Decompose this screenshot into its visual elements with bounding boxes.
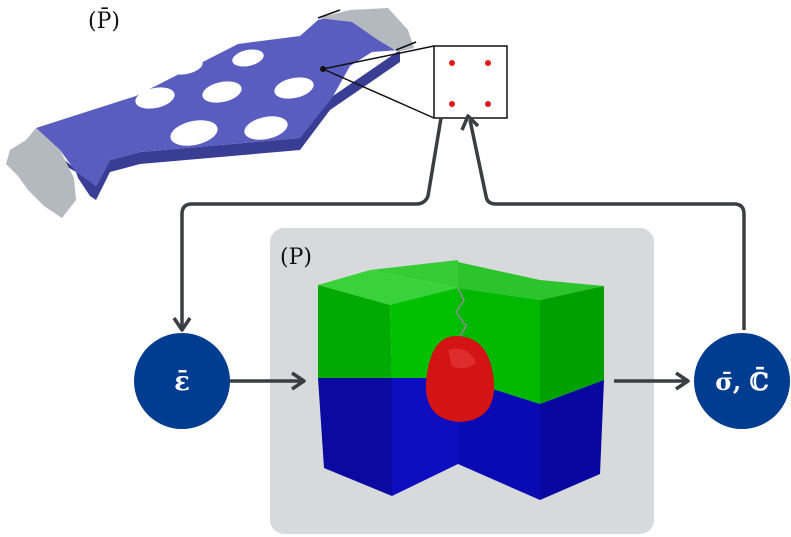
finite-element-icon [433, 45, 508, 119]
arrowhead-stress [460, 114, 480, 131]
integration-point [449, 60, 455, 66]
stress-node: σ̄, ℂ̄ [694, 333, 790, 429]
stress-node-label: σ̄, ℂ̄ [715, 367, 769, 396]
hole [202, 81, 242, 103]
element-box [433, 45, 508, 119]
cube-top-left [318, 270, 458, 305]
load-arrow-bottom [395, 41, 417, 51]
micro-label: (P) [280, 245, 312, 270]
strain-node: ε̄ [134, 333, 230, 429]
cube-top-right [458, 262, 604, 300]
cube-blue-left-outer [318, 378, 392, 496]
inclusion [425, 336, 495, 422]
cube-top-back [370, 260, 458, 288]
hole [232, 49, 264, 67]
cube-green-right-outer [540, 286, 604, 404]
perforated-plate-icon [6, 8, 435, 218]
zoom-line-bottom [322, 68, 435, 119]
stress-node-circle [694, 333, 790, 429]
arrowhead-rve [291, 371, 306, 391]
grip-right [318, 8, 414, 52]
strain-node-label: ε̄ [174, 367, 190, 397]
arrowhead-out [675, 371, 690, 391]
hole [244, 116, 288, 140]
integration-point [485, 101, 491, 107]
strain-node-circle [134, 333, 230, 429]
hole [170, 120, 218, 146]
plate-holes [135, 49, 314, 146]
grip-left [6, 128, 76, 218]
integration-point [449, 101, 455, 107]
macro-label: (P̄) [88, 7, 120, 34]
cube-blue-right-outer [540, 380, 604, 500]
rve-cube-icon [318, 260, 604, 500]
arrow-from-stress [468, 119, 746, 330]
inclusion-highlight [448, 348, 476, 369]
arrowhead-strain [172, 317, 192, 332]
zoom-line-top [322, 45, 435, 70]
crack [455, 287, 467, 341]
cube-green-left-outer [318, 285, 392, 378]
hole [169, 57, 203, 75]
hole [135, 87, 175, 109]
arrow-to-strain [180, 117, 443, 328]
hole [274, 77, 314, 99]
load-arrow-top [317, 9, 341, 19]
plate-side [38, 50, 400, 200]
integration-point [485, 60, 491, 66]
flow-arrows [172, 114, 746, 391]
